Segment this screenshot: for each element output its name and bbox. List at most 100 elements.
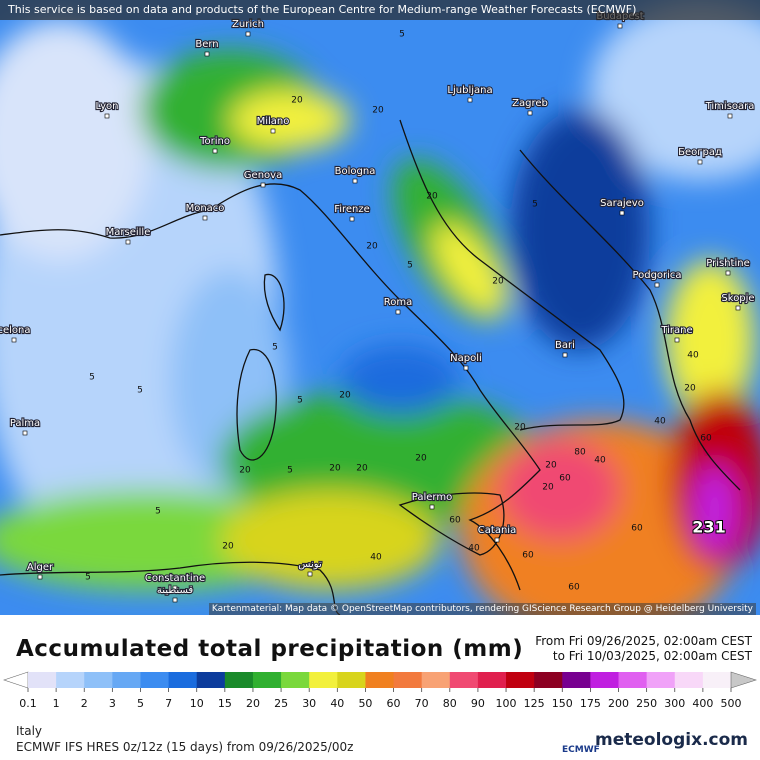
city-marker [349,216,355,222]
contour-label: 20 [545,461,557,471]
service-notice: This service is based on data and produc… [0,0,760,20]
contour-label: 20 [356,464,368,474]
city-marker [727,113,733,119]
contour-label: 40 [654,417,666,427]
city-label: Bern [195,39,218,50]
city-label: Palma [10,418,40,429]
legend-swatch [56,672,85,688]
city-marker [562,352,568,358]
legend-label: 3 [109,697,116,710]
legend-swatch [281,672,310,688]
contour-label: 20 [684,384,696,394]
city-marker [619,210,625,216]
contour-label: 20 [366,242,378,252]
city-marker [125,239,131,245]
legend-swatch [534,672,563,688]
city-label: Monaco [186,203,225,214]
legend-label: 90 [471,697,485,710]
city-marker [617,23,623,29]
city-label: Alger [27,562,54,573]
map-attribution: Kartenmaterial: Map data © OpenStreetMap… [208,603,756,615]
contour-label: 5 [297,396,303,406]
city-label: Ljubljana [447,85,492,96]
city-label: Sarajevo [600,198,644,209]
legend-swatch [309,672,338,688]
city-label: Prishtine [706,258,749,269]
legend-label: 15 [218,697,232,710]
city-marker [463,365,469,371]
contour-label: 20 [222,542,234,552]
contour-label: 40 [370,553,382,563]
contour-label: 5 [89,373,95,383]
city-label: Bari [555,340,575,351]
legend-label: 2 [81,697,88,710]
city-marker [204,51,210,57]
legend-swatch [562,672,591,688]
city-marker [202,215,208,221]
legend-label: 7 [165,697,172,710]
city-marker [527,110,533,116]
brand[interactable]: meteologix.com [595,730,748,750]
city-marker [270,128,276,134]
city-label: Zagreb [512,98,548,109]
contour-label: 60 [700,434,712,444]
legend-swatch [393,672,423,688]
city-marker [352,178,358,184]
city-marker [654,282,660,288]
contour-label: 5 [532,200,538,210]
city-marker [260,182,266,188]
legend-label: 1 [53,697,60,710]
city-marker [22,430,28,436]
city-marker [735,305,741,311]
legend-swatch [168,672,198,688]
city-marker [697,159,703,165]
contour-label: 20 [339,391,351,401]
legend-label: 50 [358,697,372,710]
legend-swatch [590,672,620,688]
city-label: Torino [199,136,230,147]
legend-label: 150 [552,697,573,710]
legend-swatch [702,672,732,688]
contour-label: 40 [687,351,699,361]
period-to: to Fri 10/03/2025, 02:00am CEST [552,649,752,663]
legend-label: 70 [415,697,429,710]
city-marker [37,574,43,580]
legend-swatch [196,672,226,688]
city-label: Lyon [95,101,118,112]
legend-label: 200 [608,697,629,710]
legend-label: 10 [190,697,204,710]
city-label: قسنطينة [157,585,194,596]
city-marker [395,309,401,315]
precipitation-map: BernZurichBudapestLyonMilanoLjubljanaZag… [0,0,760,615]
precip-field [0,0,760,615]
legend-swatch [646,672,676,688]
city-label: Београд [678,147,722,158]
legend-label: 125 [524,697,545,710]
contour-label: 20 [415,454,427,464]
contour-label: 60 [559,474,571,484]
city-label: Timisoara [705,101,755,112]
legend-label: 40 [330,697,344,710]
contour-label: 5 [85,573,91,583]
contour-label: 20 [514,423,526,433]
legend-label: 20 [246,697,260,710]
legend-swatch [421,672,451,688]
city-label: Napoli [450,353,482,364]
contour-label: 20 [492,277,504,287]
city-label: Podgorica [632,270,681,281]
period-from: From Fri 09/26/2025, 02:00am CEST [535,634,752,648]
city-label: Marseille [106,227,151,238]
legend-swatch [252,672,282,688]
model-info: ECMWF IFS HRES 0z/12z (15 days) from 09/… [16,740,354,754]
legend-swatch [674,672,704,688]
contour-label: 20 [426,192,438,202]
legend-label: 60 [387,697,401,710]
legend-swatch [140,672,170,688]
legend-swatch [224,672,254,688]
legend-swatch [84,672,113,688]
contour-label: 60 [449,516,461,526]
city-marker [172,597,178,603]
contour-label: 20 [542,483,554,493]
contour-label: 5 [155,507,161,517]
legend-swatch [506,672,535,688]
